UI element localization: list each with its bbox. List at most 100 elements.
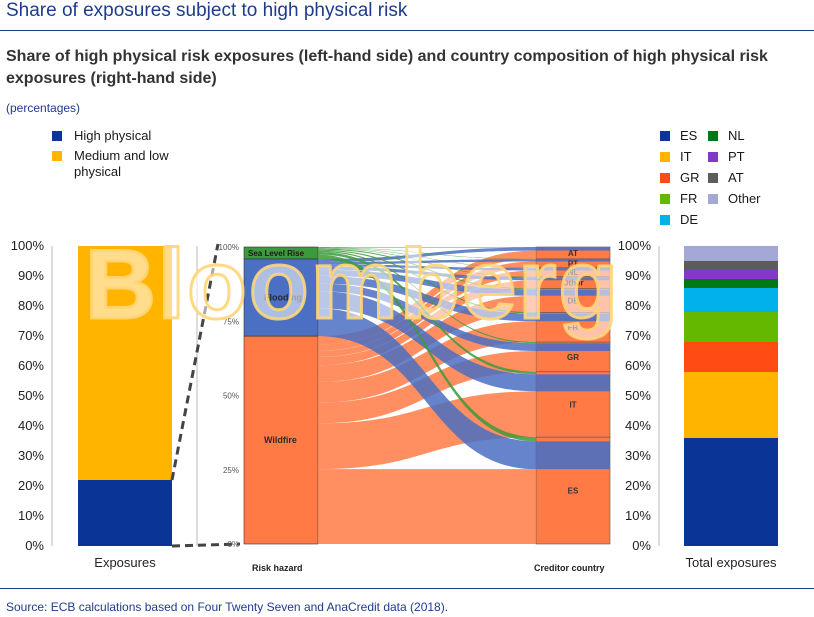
legend-item-de: DE <box>660 212 708 228</box>
header-divider <box>0 30 814 31</box>
legend-swatch <box>708 173 718 183</box>
legend-label: Medium and low physical <box>74 148 169 179</box>
source-note: Source: ECB calculations based on Four T… <box>6 600 449 614</box>
bar-segment-medium-low <box>78 246 172 480</box>
sankey-flow <box>318 247 536 269</box>
y-tick-label-right: 10% <box>625 508 651 523</box>
sankey-flow <box>318 250 536 344</box>
bar-segment-at <box>684 261 778 270</box>
bar-segment-pt <box>684 270 778 279</box>
hazard-label: Wildfire <box>264 435 297 445</box>
sankey-flow <box>318 469 536 544</box>
legend-label: FR <box>680 191 698 206</box>
y-tick-label-sankey: 25% <box>223 466 239 475</box>
country-label: AT <box>568 249 578 258</box>
y-tick-label-right: 80% <box>625 298 651 313</box>
legend-label: NL <box>728 128 745 143</box>
country-node-flooding-share <box>536 259 610 262</box>
sankey-flow <box>318 280 536 366</box>
y-tick-label-left: 100% <box>11 238 45 253</box>
y-tick-label-sankey: 0% <box>227 540 239 549</box>
legend-swatch <box>660 215 670 225</box>
y-tick-label-right: 60% <box>625 358 651 373</box>
sankey-flow <box>318 283 536 351</box>
country-node-flooding-share <box>536 277 610 281</box>
legend-item-nl: NL <box>708 128 778 144</box>
bar-segment-de <box>684 288 778 312</box>
legend-label: IT <box>680 149 692 164</box>
legend-label: GR <box>680 170 700 185</box>
legend-item-other: Other <box>708 191 778 207</box>
y-tick-label-left: 50% <box>18 388 44 403</box>
country-node-flooding-share <box>536 289 610 296</box>
bar-segment-nl <box>684 279 778 288</box>
y-tick-label-right: 90% <box>625 268 651 283</box>
legend-label: Other <box>728 191 761 206</box>
connector-bottom <box>171 542 241 548</box>
y-tick-label-right: 30% <box>625 448 651 463</box>
connector-top <box>170 243 220 481</box>
y-tick-label-left: 60% <box>18 358 44 373</box>
country-node-flooding-share <box>536 247 610 251</box>
sankey-flow <box>318 391 536 470</box>
sankey-flow <box>318 254 536 442</box>
unit-note: (percentages) <box>6 101 81 115</box>
legend-item-high-physical: High physical <box>52 128 174 144</box>
y-tick-label-left: 80% <box>18 298 44 313</box>
y-tick-label-left: 0% <box>25 538 44 553</box>
legend-item-it: IT <box>660 149 708 165</box>
y-tick-label-sankey: 100% <box>219 243 239 252</box>
y-tick-label-right: 20% <box>625 478 651 493</box>
sankey-left-label: Risk hazard <box>252 563 303 573</box>
sankey-flow <box>318 251 536 375</box>
y-tick-label-left: 30% <box>18 448 44 463</box>
legend-label: DE <box>680 212 699 227</box>
y-tick-label-sankey: 75% <box>223 317 239 326</box>
y-tick-label-right: 100% <box>618 238 652 253</box>
x-axis-label-exposures: Exposures <box>94 555 156 570</box>
bar-segment-fr <box>684 312 778 342</box>
sankey-flow <box>318 275 536 322</box>
y-tick-label-sankey: 50% <box>223 392 239 401</box>
country-node-flooding-share <box>536 313 610 322</box>
legend-label: AT <box>728 170 744 185</box>
footer-divider <box>0 588 814 589</box>
x-axis-label-total-exposures: Total exposures <box>685 555 777 570</box>
sankey-flow <box>318 249 536 314</box>
sankey-flow <box>318 248 536 290</box>
sankey-flow <box>318 291 536 392</box>
y-tick-label-right: 70% <box>625 328 651 343</box>
country-label: IT <box>569 400 576 409</box>
legend-swatch <box>660 152 670 162</box>
bar-segment-other <box>684 246 778 261</box>
y-tick-label-left: 90% <box>18 268 44 283</box>
sankey-flow <box>318 247 536 260</box>
hazard-node <box>243 258 319 337</box>
country-label: GR <box>567 353 579 362</box>
bar-segment-high-physical <box>78 480 172 546</box>
country-node-flooding-share <box>536 374 610 392</box>
legend-right: ES NL IT PT GR AT FR Other DE <box>660 128 778 228</box>
sankey-right-label: Creditor country <box>534 563 605 573</box>
legend-item-pt: PT <box>708 149 778 165</box>
legend-swatch <box>52 151 62 161</box>
sankey-flow <box>318 259 536 265</box>
country-label: NL <box>568 268 579 277</box>
legend-swatch <box>708 152 718 162</box>
y-tick-label-right: 0% <box>632 538 651 553</box>
country-node-flooding-share <box>536 268 610 271</box>
page-title: Share of exposures subject to high physi… <box>6 0 408 21</box>
country-node-flooding-share <box>536 441 610 470</box>
legend-swatch <box>708 194 718 204</box>
hazard-label: Sea Level Rise <box>248 249 305 258</box>
y-tick-label-right: 40% <box>625 418 651 433</box>
legend-item-gr: GR <box>660 170 708 186</box>
legend-label: High physical <box>74 128 152 143</box>
bar-segment-gr <box>684 342 778 372</box>
y-tick-label-left: 20% <box>18 478 44 493</box>
sankey-flow <box>318 308 536 470</box>
sankey-flow <box>318 248 536 278</box>
legend-swatch <box>660 173 670 183</box>
legend-item-fr: FR <box>660 191 708 207</box>
